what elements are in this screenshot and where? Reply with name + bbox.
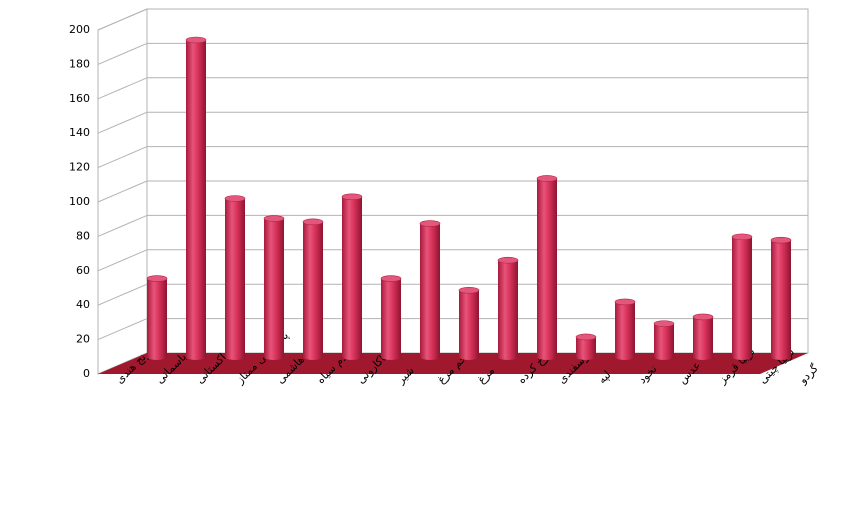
- y-tick-label: 200: [69, 23, 90, 36]
- bar-top: [497, 256, 519, 264]
- bar: [653, 320, 675, 360]
- bar-body: [771, 240, 791, 360]
- bar-top: [263, 215, 285, 222]
- bar-body: [186, 40, 206, 361]
- bar-top: [575, 333, 597, 341]
- bar: [692, 313, 714, 360]
- bar: [263, 215, 285, 360]
- bar-body: [498, 260, 518, 360]
- bar-body: [654, 323, 674, 360]
- bar-body: [342, 196, 362, 360]
- y-tick-label: 140: [69, 126, 90, 139]
- grid-line: [97, 283, 148, 306]
- bar-body: [225, 198, 245, 360]
- bar: [185, 36, 207, 361]
- grid-line: [97, 111, 148, 134]
- bar-body: [615, 301, 635, 360]
- x-tick-label: گردو: [796, 361, 822, 387]
- bar-top: [224, 195, 246, 202]
- bar: [731, 233, 753, 360]
- bar: [575, 333, 597, 360]
- grid-line: [97, 77, 148, 100]
- bar-top: [536, 175, 558, 182]
- bar: [614, 298, 636, 360]
- grid-line: [97, 214, 148, 237]
- bar-top: [458, 286, 480, 294]
- bar: [419, 220, 441, 360]
- bar: [380, 275, 402, 360]
- bar-top: [185, 36, 207, 44]
- bar-top: [770, 236, 792, 244]
- bar: [770, 236, 792, 360]
- bar-body: [264, 218, 284, 360]
- bar: [302, 218, 324, 360]
- bar: [536, 175, 558, 360]
- bar-body: [303, 221, 323, 360]
- grid-line: [97, 146, 148, 169]
- grid-line: [97, 8, 148, 31]
- y-tick-label: 120: [69, 161, 90, 174]
- bar-body: [537, 178, 557, 360]
- y-tick-label: 180: [69, 57, 90, 70]
- bar-top: [302, 218, 324, 226]
- y-tick-label: 40: [76, 298, 90, 311]
- y-tick-label: 60: [76, 264, 90, 277]
- bar-top: [653, 320, 675, 327]
- bar-body: [147, 278, 167, 360]
- bar-top: [731, 233, 753, 241]
- bar-body: [420, 223, 440, 360]
- grid-line: [97, 42, 148, 65]
- bar-top: [146, 275, 168, 282]
- bar-body: [381, 278, 401, 360]
- y-tick-label: 160: [69, 92, 90, 105]
- bar: [341, 193, 363, 360]
- bar: [146, 275, 168, 360]
- bar-top: [380, 275, 402, 282]
- bar: [458, 286, 480, 360]
- bar-top: [419, 220, 441, 227]
- bar: [224, 195, 246, 360]
- y-tick-label: 80: [76, 229, 90, 242]
- bar-body: [459, 290, 479, 360]
- grid-line: [97, 249, 148, 272]
- grid-line: [97, 180, 148, 203]
- y-tick-label: 100: [69, 195, 90, 208]
- bar-body: [576, 336, 596, 360]
- bar-body: [732, 236, 752, 360]
- bar-top: [692, 313, 714, 321]
- y-tick-label: 0: [83, 367, 90, 380]
- bar-top: [341, 193, 363, 201]
- bar-body: [693, 316, 713, 360]
- bar: [497, 256, 519, 360]
- bar-top: [614, 298, 636, 306]
- grid-line: [97, 318, 148, 341]
- y-tick-label: 20: [76, 333, 90, 346]
